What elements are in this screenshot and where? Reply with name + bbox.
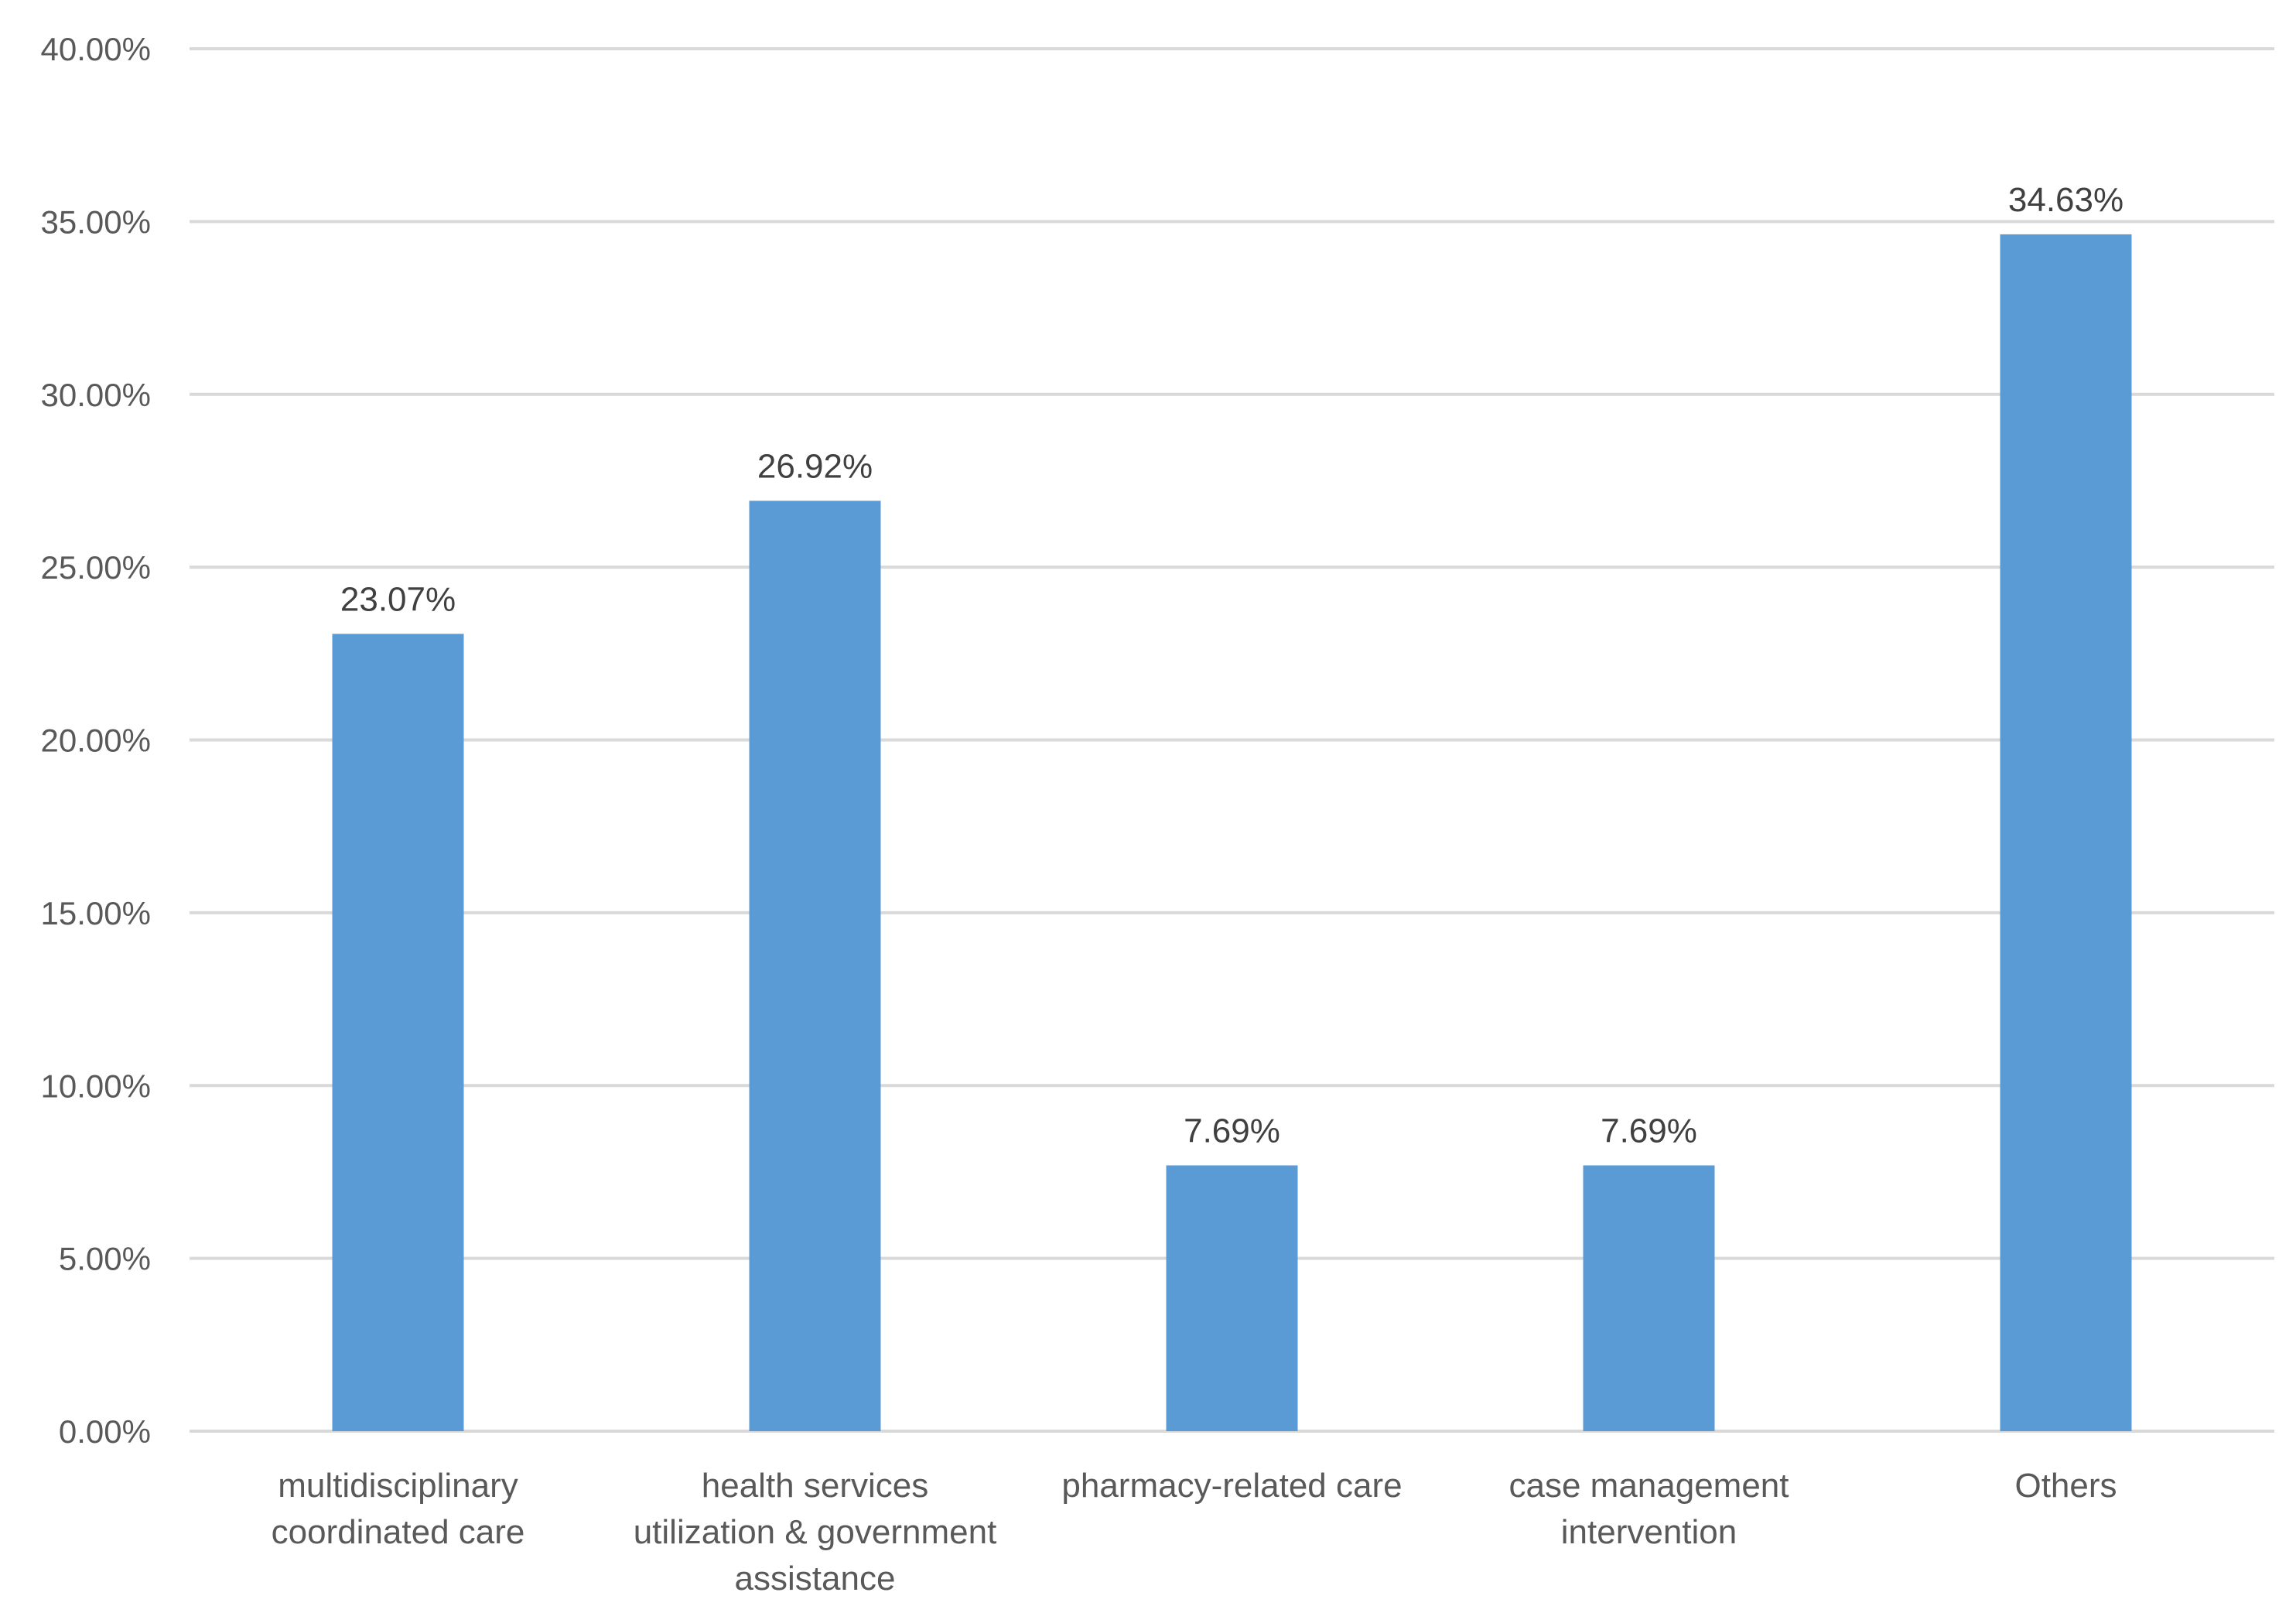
bar: [1166, 1165, 1298, 1431]
x-tick-label: Others: [2014, 1467, 2117, 1505]
x-tick-label: case management intervention: [1509, 1467, 1789, 1551]
x-tick-label-line: assistance: [735, 1560, 896, 1597]
gridlines: [190, 47, 2274, 1433]
y-tick-label: 20.00%: [41, 723, 151, 759]
data-label: 34.63%: [2008, 181, 2123, 219]
y-tick-label: 25.00%: [41, 549, 151, 586]
bar: [749, 501, 881, 1431]
data-label: 7.69%: [1601, 1112, 1697, 1150]
y-tick-label: 10.00%: [41, 1068, 151, 1104]
x-tick-label-line: multidisciplinary: [278, 1467, 518, 1505]
y-tick-label: 0.00%: [59, 1413, 151, 1450]
x-tick-label-line: coordinated care: [272, 1513, 525, 1551]
y-tick-label: 15.00%: [41, 895, 151, 931]
x-tick-label: pharmacy-related care: [1061, 1467, 1402, 1505]
x-tick-label: multidisciplinary coordinated care: [272, 1467, 525, 1551]
x-tick-label-line: utilization & government: [634, 1513, 997, 1551]
y-tick-label: 35.00%: [41, 203, 151, 240]
y-tick-label: 40.00%: [41, 31, 151, 67]
x-tick-label: health services utilization & government a…: [634, 1467, 997, 1597]
x-tick-label-line: health services: [702, 1467, 928, 1505]
x-tick-label-line: Others: [2014, 1467, 2117, 1505]
data-label: 7.69%: [1184, 1112, 1280, 1150]
data-label: 23.07%: [340, 580, 456, 618]
y-tick-label: 30.00%: [41, 377, 151, 413]
bar: [2000, 234, 2132, 1431]
data-label: 26.92%: [757, 447, 873, 485]
data-labels: 23.07% 26.92% 7.69% 7.69% 34.63%: [340, 181, 2123, 1150]
x-axis-tick-labels: multidisciplinary coordinated care health …: [272, 1467, 2117, 1597]
x-tick-label-line: intervention: [1561, 1513, 1737, 1551]
bars: [332, 234, 2132, 1431]
x-tick-label-line: case management: [1509, 1467, 1789, 1505]
bar: [332, 634, 464, 1431]
x-tick-label-line: pharmacy-related care: [1061, 1467, 1402, 1505]
bar: [1583, 1165, 1715, 1431]
y-axis-tick-labels: 0.00% 5.00% 10.00% 15.00% 20.00% 25.00% 30.00%…: [41, 31, 151, 1450]
y-tick-label: 5.00%: [59, 1241, 151, 1277]
